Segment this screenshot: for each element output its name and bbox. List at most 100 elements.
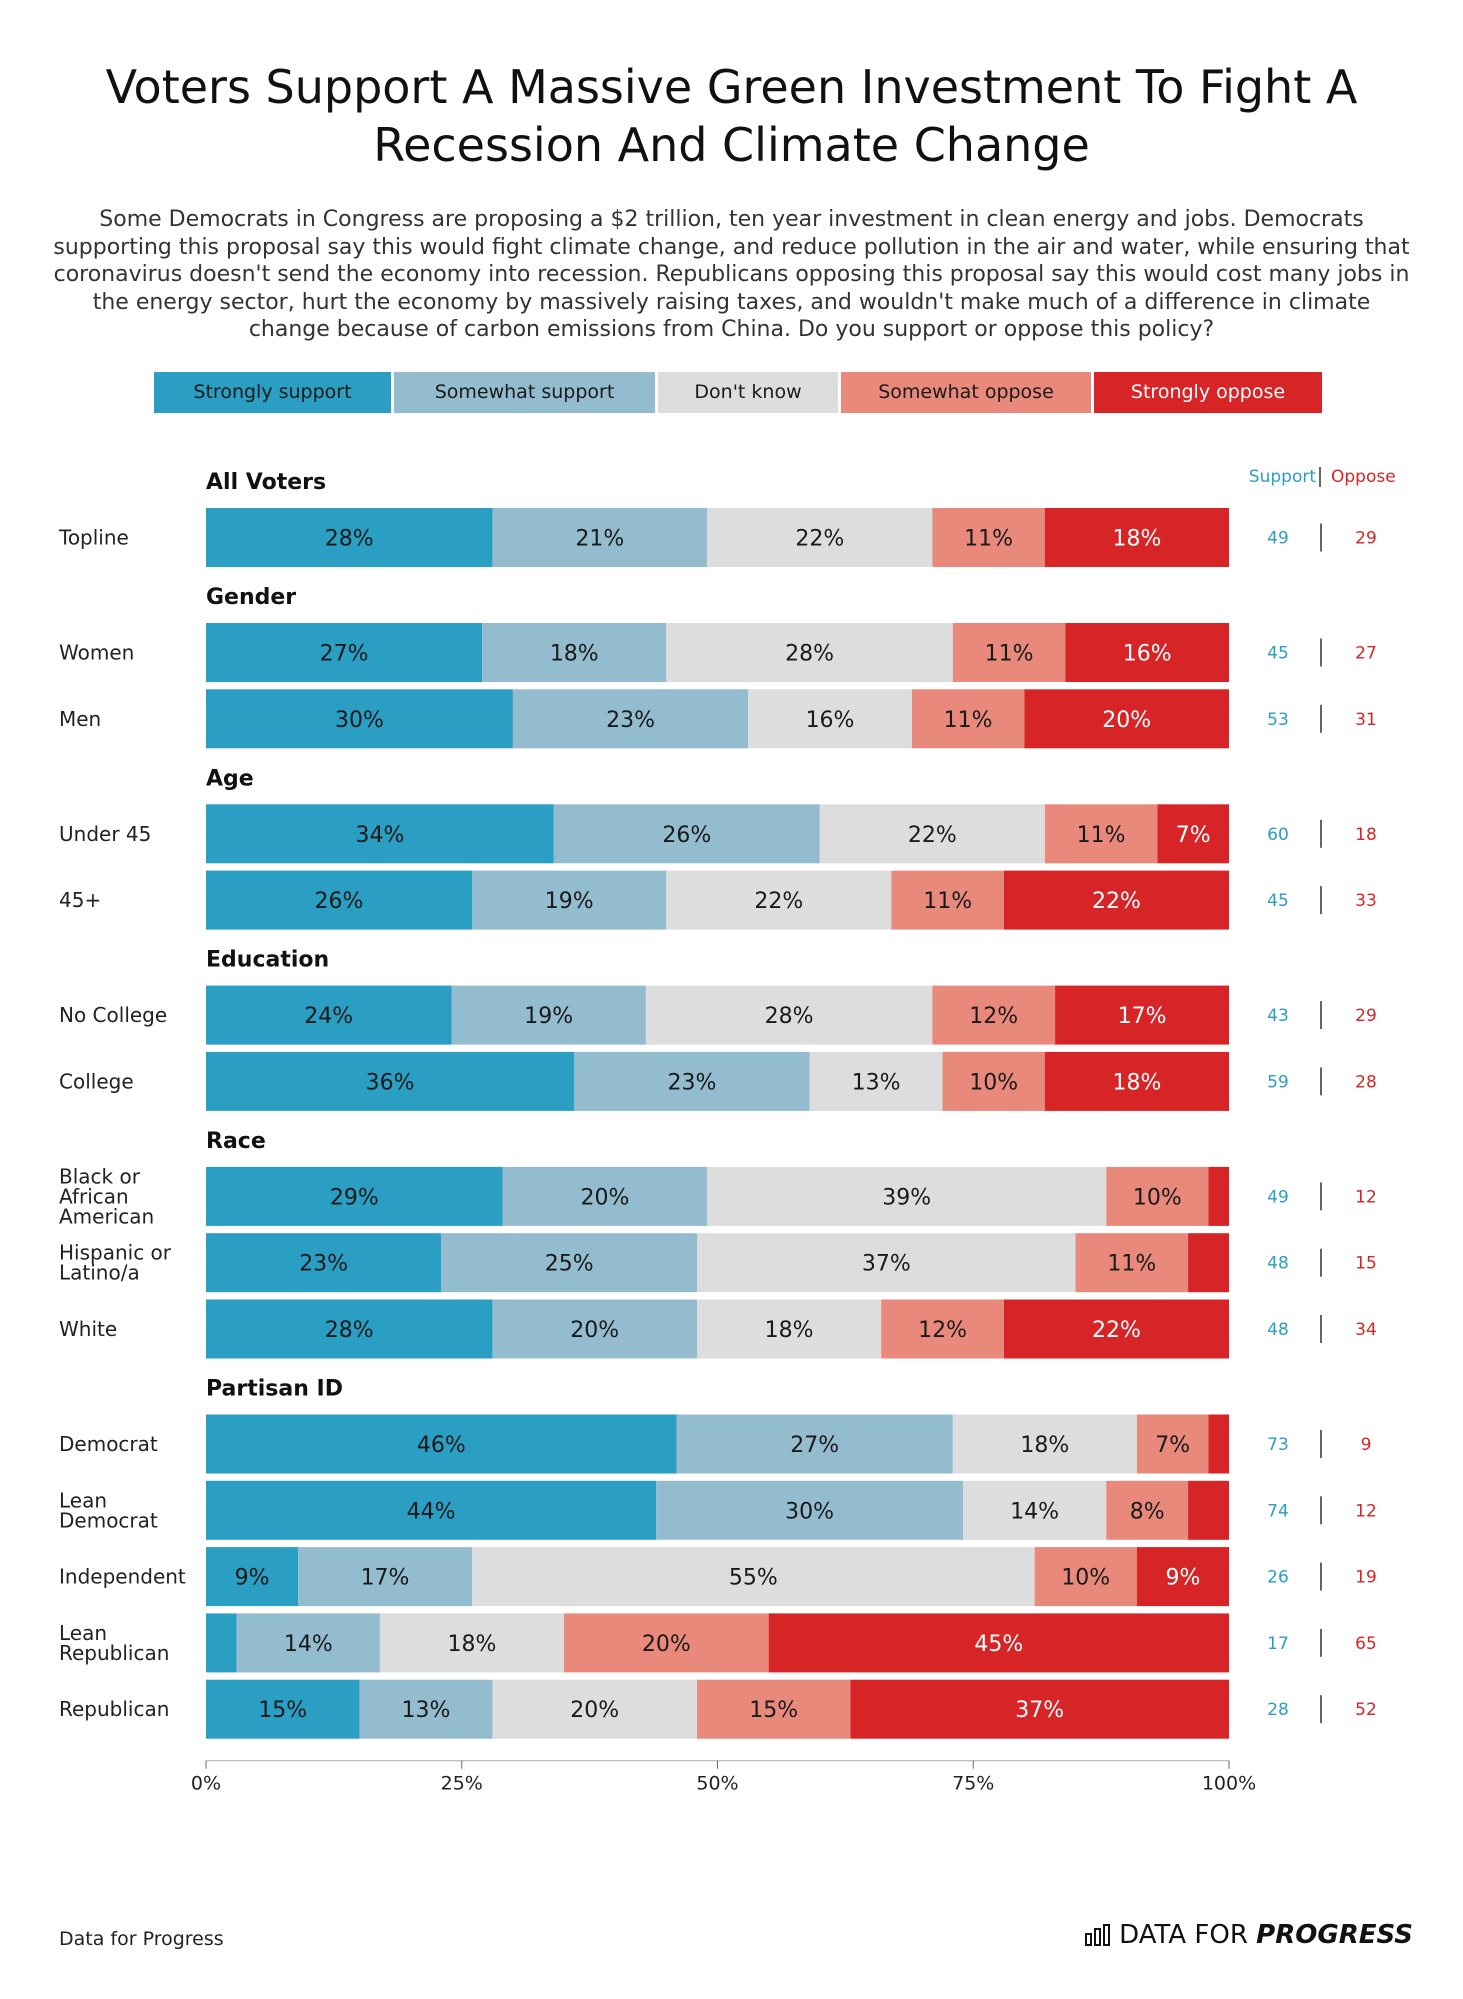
bar-chart-icon [1085,1924,1111,1946]
bar-segment [206,689,513,749]
segment-label: 12% [918,1318,967,1343]
bar-segment [206,1166,503,1226]
segment-label: 30% [785,1499,834,1524]
group-header: Education [206,948,329,973]
bar-segment [574,1051,810,1111]
bar-segment [1208,1414,1229,1474]
segment-label: 37% [862,1252,911,1277]
segment-label: 21% [575,527,624,552]
bar-segment [492,1679,698,1739]
bar-segment [1106,1480,1189,1540]
support-value: 43 [1267,1006,1289,1026]
segment-label: 13% [401,1698,450,1723]
segment-label: 22% [1092,889,1141,914]
segment-label: 12% [969,1004,1018,1029]
source-note: Data for Progress [59,1928,224,1950]
bar-segment [1188,1480,1229,1540]
segment-label: 11% [964,527,1013,552]
bar-segment [1003,870,1229,930]
bar-segment [236,1613,380,1673]
bar-segment [1136,1547,1229,1607]
bar-segment [697,1299,882,1359]
bar-segment [206,1051,575,1111]
bar-segment [768,1613,1229,1673]
bar-segment [482,623,667,682]
support-value: 48 [1267,1320,1289,1340]
chart-title: Voters Support A Massive Green Investmen… [105,60,1358,172]
segment-label: 11% [944,708,993,733]
bar-segment [1044,508,1229,567]
row-label: Republican [59,1641,169,1665]
segment-label: 22% [908,823,957,848]
group-header: All Voters [206,470,326,495]
bar-segment [1034,1547,1137,1607]
logo: DATA FOR PROGRESS [1085,1920,1413,1950]
bar-segment [359,1679,493,1739]
support-value: 60 [1267,825,1289,845]
oppose-value: 9 [1361,1435,1372,1455]
bar-segment [819,804,1045,864]
bar-segment [881,1299,1004,1359]
segment-label: 9% [235,1566,270,1591]
segment-label: 20% [581,1185,630,1210]
segment-label: 18% [1020,1433,1069,1458]
segment-label: 20% [642,1632,691,1657]
bar-segment [1024,689,1229,749]
segment-label: 20% [570,1698,619,1723]
segment-label: 11% [985,642,1034,667]
segment-label: 46% [417,1433,466,1458]
segment-label: 16% [806,708,855,733]
bar-segment [1106,1166,1209,1226]
row-label: Topline [58,526,129,550]
bar-segment [451,985,646,1045]
support-value: 48 [1267,1254,1289,1274]
bar-segment [492,508,708,567]
segment-label: 26% [315,889,364,914]
group-header: Partisan ID [206,1377,343,1402]
segment-label: 16% [1123,642,1172,667]
row-label: No College [59,1003,167,1027]
segment-label: 44% [407,1499,456,1524]
oppose-header: Oppose [1331,467,1396,487]
bar-segment [707,508,933,567]
segment-label: 10% [1061,1566,1110,1591]
segment-label: 19% [545,889,594,914]
bar-segment [471,1547,1035,1607]
segment-label: 36% [366,1070,415,1095]
row-label: Men [59,707,101,731]
bar-segment [206,985,452,1045]
row-label: College [59,1069,134,1093]
bar-segment [564,1613,769,1673]
oppose-value: 18 [1355,825,1377,845]
bar-segment [206,1547,299,1607]
support-value: 73 [1267,1435,1289,1455]
bar-segment [1055,985,1229,1045]
row-label: American [59,1204,154,1228]
bar-segment [656,1480,964,1540]
segment-label: 45% [974,1632,1023,1657]
support-value: 49 [1267,529,1289,549]
bar-segment [809,1051,943,1111]
bar-segment [206,1613,237,1673]
row-label: Hispanic or [59,1241,172,1265]
bar-segment [206,623,483,682]
bar-segment [206,1414,677,1474]
oppose-value: 28 [1355,1072,1377,1092]
oppose-value: 33 [1355,891,1377,911]
segment-label: 28% [325,527,374,552]
oppose-value: 27 [1355,644,1377,664]
oppose-value: 12 [1355,1501,1377,1521]
group-header: Age [206,766,254,791]
segment-label: 22% [1092,1318,1141,1343]
row-label: Republican [59,1697,169,1721]
support-value: 45 [1267,891,1289,911]
bar-segment [1044,1051,1229,1111]
support-value: 53 [1267,710,1289,730]
bar-segment [891,870,1004,930]
bar-segment [1003,1299,1229,1359]
segment-label: 10% [1133,1185,1182,1210]
logo-text-light: DATA FOR [1119,1920,1248,1950]
legend-strongly-support: Strongly support [154,372,391,413]
segment-label: 18% [550,642,599,667]
oppose-value: 12 [1355,1187,1377,1207]
